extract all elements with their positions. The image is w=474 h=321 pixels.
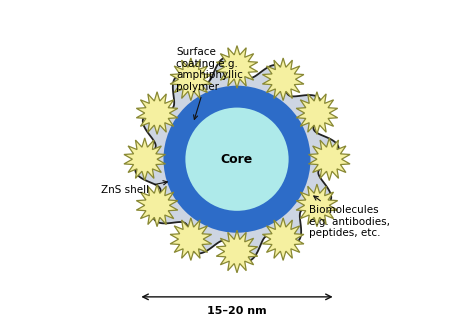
Text: Surface
coating e.g.
amphiphyllic
polymer: Surface coating e.g. amphiphyllic polyme… <box>176 47 243 119</box>
Polygon shape <box>170 218 211 260</box>
Text: ZnS shell: ZnS shell <box>101 181 167 195</box>
Polygon shape <box>170 58 211 100</box>
Polygon shape <box>263 58 304 100</box>
Polygon shape <box>124 138 165 180</box>
Text: 15–20 nm: 15–20 nm <box>207 306 267 316</box>
Polygon shape <box>135 57 339 261</box>
Polygon shape <box>263 218 304 260</box>
Polygon shape <box>137 92 178 134</box>
Polygon shape <box>309 138 350 180</box>
Circle shape <box>189 111 285 208</box>
Text: Core: Core <box>221 153 253 166</box>
Circle shape <box>164 86 310 233</box>
Polygon shape <box>216 230 258 273</box>
Polygon shape <box>296 184 337 227</box>
Circle shape <box>185 108 289 211</box>
Polygon shape <box>216 46 258 88</box>
Polygon shape <box>296 92 337 134</box>
Text: Biomolecules
e.g. antibodies,
peptides, etc.: Biomolecules e.g. antibodies, peptides, … <box>309 196 390 239</box>
Polygon shape <box>137 184 178 227</box>
